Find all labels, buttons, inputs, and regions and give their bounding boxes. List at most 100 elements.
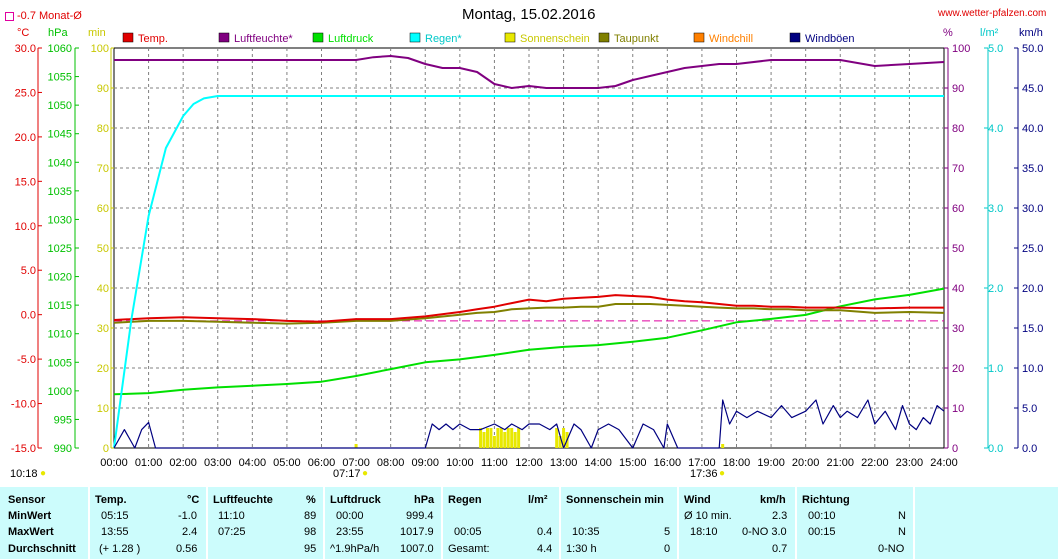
sunshine-bar [354, 444, 358, 448]
temp-tick-label: 10.0 [15, 221, 36, 233]
legend-label: Regen* [425, 33, 462, 45]
wind-avg-value: 0.7 [772, 543, 788, 555]
percent-tick-label: 90 [952, 83, 964, 95]
press-header: Luftdruck [330, 494, 381, 506]
sunshine-bar [517, 428, 521, 448]
x-tick-label: 11:00 [481, 457, 508, 469]
sun-header: Sonnenschein min [566, 494, 664, 506]
temp-tick-label: 30.0 [15, 43, 36, 55]
press-avg-value: 1007.0 [400, 543, 434, 555]
hpa-tick-label: 1055 [48, 72, 72, 84]
x-tick-label: 12:00 [515, 457, 543, 469]
temp-tick-label: 20.0 [15, 132, 36, 144]
percent-tick-label: 0 [952, 443, 958, 455]
percent-tick-label: 50 [952, 243, 964, 255]
wind-header: Wind [684, 494, 711, 506]
sunshine-bar [513, 432, 517, 448]
min-tick-label: 0 [103, 443, 109, 455]
legend-swatch [693, 32, 705, 43]
wind-tick-label: 20.0 [1022, 283, 1043, 295]
min-tick-label: 50 [97, 243, 109, 255]
sun-max-value: 5 [664, 526, 671, 538]
press-min-value: 999.4 [406, 510, 434, 522]
series-line-luftfeuchte [114, 55, 945, 89]
sun-icon-left: ● [40, 468, 47, 479]
rain-avg-value: 4.4 [537, 543, 553, 555]
temp-tick-label: -5.0 [17, 354, 36, 366]
min-tick-label: 30 [97, 323, 109, 335]
wind-tick-label: 45.0 [1022, 83, 1043, 95]
unit-percent: % [943, 27, 953, 39]
unit-rain: l/m² [980, 27, 999, 39]
rain-tick-label: 4.0 [988, 123, 1003, 135]
rain-tick-label: 2.0 [988, 283, 1003, 295]
weather-chart: 00:00 01:00 02:00 03:00 04:00 05:00 06:00 07:00… [11, 32, 1043, 469]
dir-header: Richtung [802, 494, 850, 506]
wind-tick-label: 50.0 [1022, 43, 1043, 55]
sunshine-bar [503, 432, 507, 448]
wind-tick-label: 35.0 [1022, 163, 1043, 175]
wind-tick-label: 40.0 [1022, 123, 1043, 135]
series-line-regen [113, 95, 944, 449]
x-tick-label: 17:00 [688, 457, 716, 469]
hum-unit: % [306, 494, 316, 506]
hpa-tick-label: 1030 [48, 214, 72, 226]
sunshine-bar [486, 428, 489, 448]
legend-label: Luftfeuchte* [234, 33, 293, 45]
monthly-avg-text: -0.7 Monat-Ø [17, 10, 82, 22]
x-tick-label: 18:00 [723, 457, 751, 469]
hpa-tick-label: 990 [54, 443, 72, 455]
hpa-tick-label: 1005 [48, 357, 72, 369]
press-max-value: 1017.9 [400, 526, 434, 538]
sunshine-bar [506, 428, 510, 448]
dir-max-value: N [898, 526, 906, 538]
wind-tick-label: 5.0 [1022, 403, 1037, 415]
sunshine-bar [479, 428, 483, 448]
dir-avg-value: 0-NO [878, 543, 905, 555]
wind-min-value: 2.3 [772, 510, 788, 522]
col-divider [913, 487, 915, 559]
x-tick-label: 22:00 [861, 457, 889, 469]
hum-min-time: 11:10 [218, 510, 245, 522]
wind-tick-label: 30.0 [1022, 203, 1043, 215]
hum-header: Luftfeuchte [213, 494, 273, 506]
legend: Temp. Luftfeuchte* Luftdruck Regen* Sonnensc… [122, 32, 855, 45]
wind-tick-label: 10.0 [1022, 363, 1043, 375]
min-tick-label: 100 [91, 43, 109, 55]
rain-header: Regen [448, 494, 482, 506]
row-label-max: MaxWert [8, 526, 54, 538]
min-tick-label: 40 [97, 283, 109, 295]
legend-label: Temp. [138, 33, 168, 45]
legend-swatch [409, 32, 421, 43]
rain-max-time: 00:05 [454, 526, 482, 538]
x-tick-label: 15:00 [619, 457, 647, 469]
x-tick-label: 24:00 [930, 457, 958, 469]
x-tick-label: 09:00 [411, 457, 439, 469]
site-link[interactable]: www.wetter-pfalzen.com [938, 8, 1047, 19]
sunrise-icon: ● [362, 468, 369, 479]
rain-tick-label: 1.0 [988, 363, 1003, 375]
percent-tick-label: 30 [952, 323, 964, 335]
sun-avg-extra: 1:30 h [566, 543, 597, 555]
temp-avg-value: 0.56 [176, 543, 198, 555]
hpa-tick-label: 1020 [48, 272, 72, 284]
rain-avg-extra: Gesamt: [448, 543, 490, 555]
row-label-avg: Durchschnitt [8, 543, 76, 555]
sunshine-bar [562, 428, 566, 448]
x-tick-label: 02:00 [169, 457, 197, 469]
monthly-avg-label: -0.7 Monat-Ø [5, 10, 82, 22]
sunshine-bar [558, 436, 562, 448]
sunshine-bar [555, 428, 559, 448]
sunset-label: 17:36 [690, 468, 718, 480]
temp-tick-label: -15.0 [11, 443, 36, 455]
press-unit: hPa [414, 494, 435, 506]
hpa-tick-label: 1000 [48, 386, 72, 398]
series-line-luftdruck [113, 287, 945, 396]
wind-unit: km/h [760, 494, 786, 506]
series-line-windben [113, 399, 945, 449]
hpa-tick-label: 1010 [48, 329, 72, 341]
hpa-tick-label: 995 [54, 414, 72, 426]
dir-max-time: 00:15 [808, 526, 836, 538]
hum-max-time: 07:25 [218, 526, 246, 538]
col-divider [559, 487, 561, 559]
